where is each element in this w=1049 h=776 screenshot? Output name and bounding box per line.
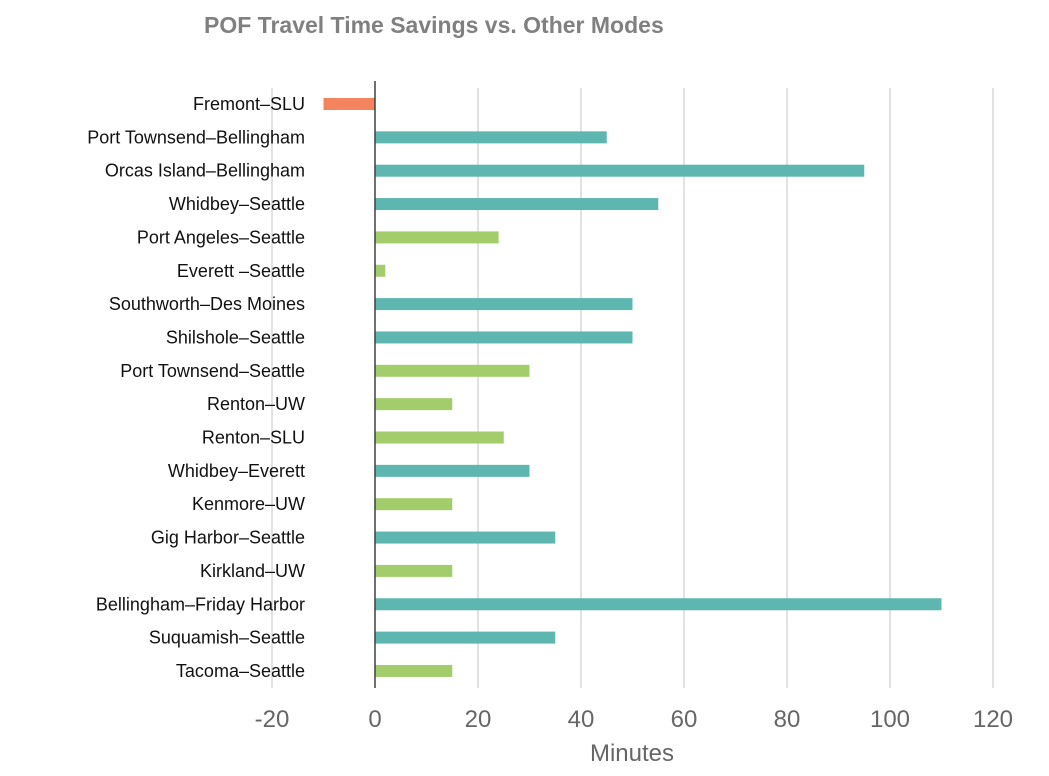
x-tick-label: 100 bbox=[870, 706, 910, 733]
bar bbox=[375, 231, 499, 244]
x-axis-title: Minutes bbox=[590, 740, 674, 767]
category-label: Bellingham–Friday Harbor bbox=[96, 594, 305, 614]
category-label: Kirkland–UW bbox=[200, 561, 305, 581]
x-tick-label: 40 bbox=[568, 706, 595, 733]
category-label: Whidbey–Seattle bbox=[169, 194, 305, 214]
x-tick-label: 80 bbox=[774, 706, 801, 733]
bars bbox=[323, 98, 942, 677]
bar bbox=[375, 464, 530, 477]
bar bbox=[375, 198, 659, 211]
category-label: Gig Harbor–Seattle bbox=[151, 528, 305, 548]
bar bbox=[375, 431, 504, 444]
x-tick-labels: -20 0 20 40 60 80 100 120 bbox=[255, 706, 1013, 733]
category-label: Southworth–Des Moines bbox=[109, 294, 305, 314]
bar bbox=[375, 664, 453, 677]
category-label: Kenmore–UW bbox=[192, 494, 305, 514]
category-label: Everett –Seattle bbox=[177, 261, 305, 281]
category-label: Tacoma–Seattle bbox=[176, 661, 305, 681]
x-tick-label: 120 bbox=[973, 706, 1013, 733]
chart-title: POF Travel Time Savings vs. Other Modes bbox=[204, 12, 664, 38]
bar bbox=[375, 398, 453, 411]
bar bbox=[375, 631, 556, 644]
gridlines bbox=[271, 88, 994, 688]
x-tick-label: 20 bbox=[465, 706, 492, 733]
category-label: Fremont–SLU bbox=[193, 94, 305, 114]
bar bbox=[375, 298, 633, 311]
category-label: Orcas Island–Bellingham bbox=[105, 161, 305, 181]
bar bbox=[375, 531, 556, 544]
bar bbox=[375, 564, 453, 577]
category-label: Port Angeles–Seattle bbox=[137, 227, 305, 247]
x-tick-label: 0 bbox=[368, 706, 381, 733]
category-label: Shilshole–Seattle bbox=[166, 327, 305, 347]
bar bbox=[375, 164, 865, 177]
bar bbox=[323, 98, 375, 110]
category-label: Port Townsend–Bellingham bbox=[87, 127, 305, 147]
bar bbox=[375, 498, 453, 511]
bar bbox=[375, 598, 942, 611]
category-label: Whidbey–Everett bbox=[168, 461, 305, 481]
category-label: Suquamish–Seattle bbox=[149, 628, 305, 648]
category-label: Renton–UW bbox=[207, 394, 305, 414]
x-tick-label: -20 bbox=[255, 706, 290, 733]
bar bbox=[375, 364, 530, 377]
x-tick-label: 60 bbox=[671, 706, 698, 733]
bar bbox=[375, 264, 386, 277]
category-labels: Fremont–SLU Port Townsend–Bellingham Orcas… bbox=[87, 94, 305, 681]
category-label: Renton–SLU bbox=[202, 428, 305, 448]
bar bbox=[375, 331, 633, 344]
category-label: Port Townsend–Seattle bbox=[120, 361, 305, 381]
bar bbox=[375, 131, 607, 144]
